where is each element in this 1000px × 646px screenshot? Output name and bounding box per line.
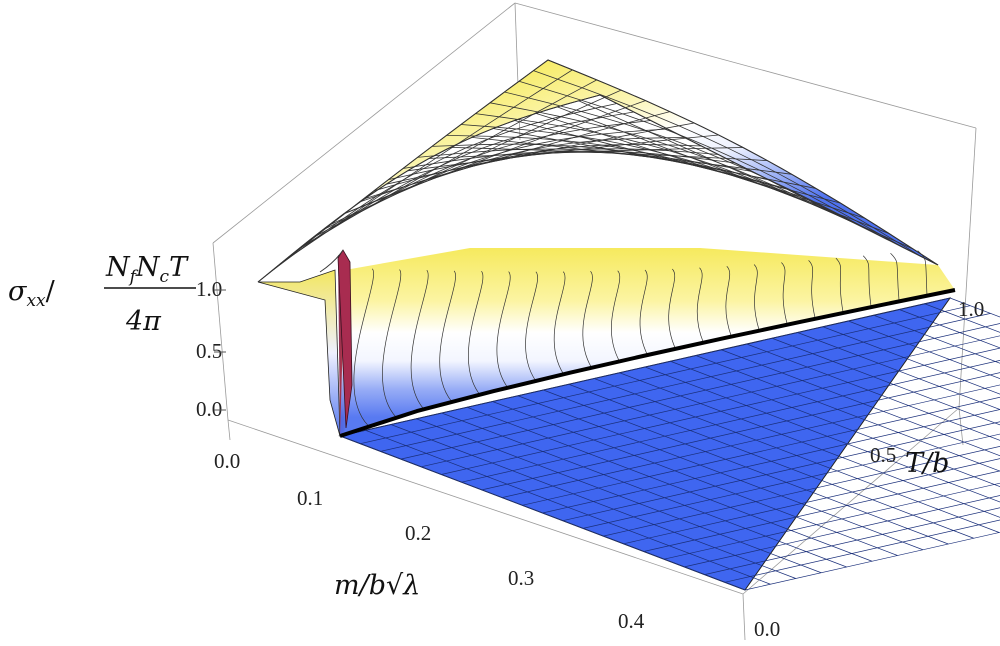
- mesh-line: [696, 267, 704, 343]
- mesh-line: [721, 349, 1000, 457]
- mesh-line: [517, 395, 924, 551]
- y-tick-label: 0.5: [870, 443, 896, 467]
- conductivity-surface: [257, 59, 1000, 591]
- mesh-line: [611, 270, 621, 362]
- mesh-line: [533, 70, 922, 257]
- mesh-line: [808, 260, 816, 319]
- mesh-line: [257, 94, 601, 283]
- mesh-line: [402, 151, 770, 181]
- z-tick-label: 0.0: [196, 397, 222, 421]
- left-wall: [257, 269, 341, 437]
- mesh-line: [344, 144, 702, 214]
- svg-text:4π: 4π: [125, 306, 162, 337]
- y-axis-label: T/b: [905, 448, 949, 479]
- mesh-line: [475, 113, 854, 223]
- mesh-line: [460, 124, 837, 215]
- mesh-line: [410, 270, 429, 410]
- mesh-line: [873, 314, 1000, 364]
- mesh-line: [504, 91, 888, 240]
- mesh-line: [890, 252, 900, 302]
- mesh-line: [771, 337, 1000, 426]
- mesh-line: [439, 270, 456, 402]
- mesh-line: [525, 271, 538, 381]
- mesh-line: [359, 148, 719, 203]
- mesh-line: [489, 102, 871, 232]
- mesh-line: [568, 383, 974, 539]
- x-axis-label: m/b√λ: [334, 570, 420, 601]
- mesh-line: [725, 265, 732, 337]
- x-tick-label: 0.0: [214, 449, 240, 473]
- mesh-line: [518, 80, 905, 249]
- mesh-line: [382, 269, 402, 418]
- mesh-line: [924, 303, 1000, 333]
- mesh-line: [441, 412, 847, 568]
- mesh-line: [446, 135, 820, 206]
- x-tick-label: 0.2: [405, 521, 431, 545]
- mesh-line: [619, 372, 1000, 518]
- mesh-line: [353, 268, 374, 426]
- mesh-line: [553, 271, 566, 375]
- mesh-line: [746, 343, 1000, 441]
- mesh-line: [582, 271, 593, 368]
- mesh-line: [543, 389, 949, 545]
- x-tick-label: 0.3: [508, 566, 534, 590]
- svg-text:NfNcT: NfNcT: [105, 252, 189, 287]
- x-tick-label: 0.1: [297, 486, 323, 510]
- mesh-line: [339, 435, 746, 591]
- mesh-line: [594, 378, 1000, 533]
- phase-boundary-curve: [339, 288, 956, 438]
- x-tick-label: 0.4: [618, 609, 645, 633]
- mesh-line: [416, 418, 822, 574]
- mesh-line: [862, 255, 872, 308]
- mesh-line: [390, 424, 796, 579]
- mesh-line: [753, 264, 760, 331]
- mesh-line: [835, 257, 844, 313]
- mesh-line: [547, 59, 939, 266]
- mesh-line: [899, 309, 1000, 349]
- mesh-line: [272, 103, 617, 271]
- mesh-line: [917, 250, 928, 296]
- mesh-line: [695, 355, 1000, 472]
- boundary-line: [339, 288, 956, 438]
- bounding-box: [212, 2, 977, 641]
- mesh-line: [797, 332, 1000, 410]
- axis-ticks: 0.0 0.5 1.0 0.0 0.1 0.2 0.3 0.4 0.0 0.5 1.0: [196, 277, 984, 641]
- mesh-line: [644, 366, 1000, 503]
- mesh-line: [822, 326, 1000, 395]
- mesh-line: [492, 401, 898, 556]
- y-tick-label: 1.0: [958, 297, 984, 321]
- mesh-line: [781, 262, 788, 325]
- z-tick-label: 0.5: [196, 339, 222, 363]
- svg-text:σxx/: σxx/: [8, 276, 56, 311]
- mesh-line: [848, 320, 1000, 380]
- z-axis-label: σxx/ NfNcT 4π: [8, 252, 196, 337]
- mesh-line: [668, 268, 676, 349]
- y-tick-label: 0.0: [754, 617, 780, 641]
- mesh-line: [468, 271, 484, 395]
- mesh-line: [365, 429, 771, 585]
- mesh-line: [639, 269, 648, 356]
- z-tick-label: 1.0: [196, 277, 222, 301]
- mesh-line: [496, 271, 511, 388]
- mesh-line: [321, 89, 622, 231]
- mesh-line: [670, 360, 1000, 487]
- mesh-line: [466, 406, 873, 562]
- peak-ridge: [319, 249, 344, 273]
- mesh-line: [417, 148, 787, 189]
- transition-region: [340, 248, 955, 436]
